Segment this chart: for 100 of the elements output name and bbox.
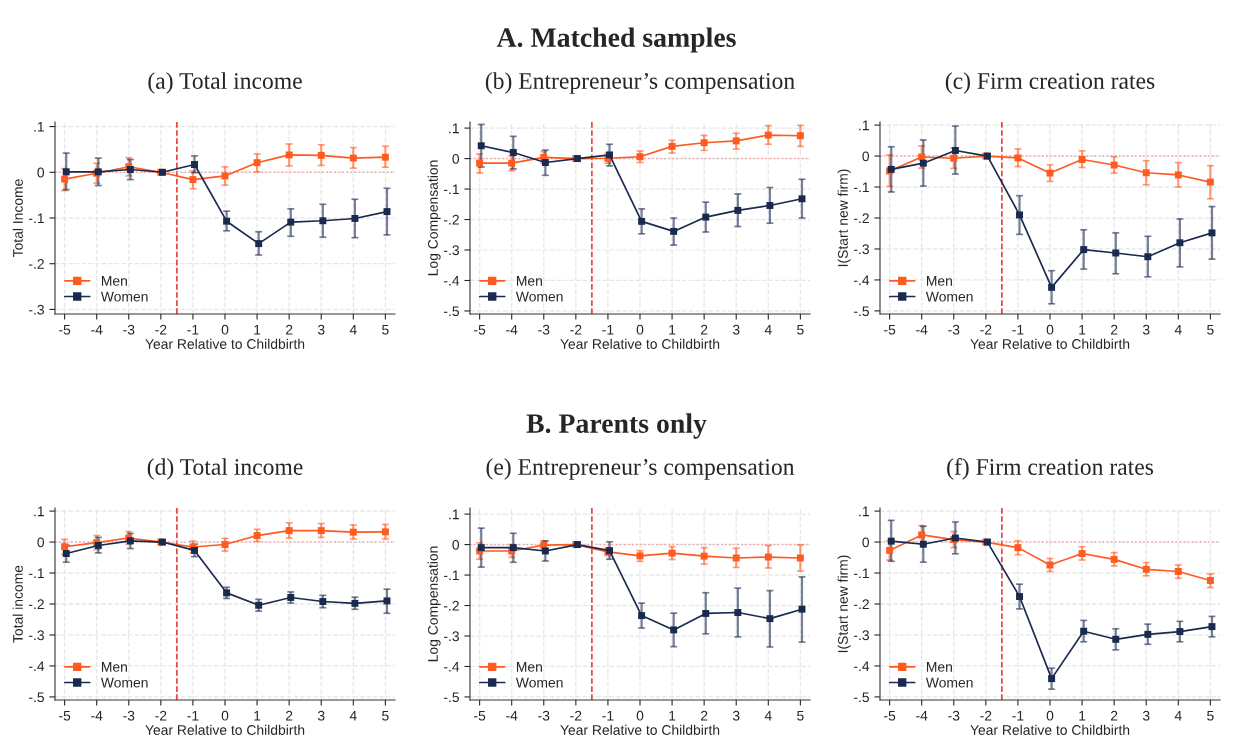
x-tick-label: 2 <box>1110 710 1118 721</box>
x-tick-label: -2 <box>155 324 167 335</box>
x-tick-label: 0 <box>636 324 644 335</box>
legend-label: Men <box>516 276 542 286</box>
y-tick-label: .1 <box>859 506 869 517</box>
legend-label: Women <box>100 677 148 688</box>
x-tick-label: -4 <box>506 710 518 721</box>
x-tick-label: -4 <box>91 324 103 335</box>
point <box>670 626 678 634</box>
x-tick-label: -5 <box>59 324 71 335</box>
y-tick-label: -.2 <box>853 599 869 610</box>
x-tick-label: 1 <box>669 710 676 721</box>
point <box>886 546 894 554</box>
x-tick-label: 0 <box>636 710 644 721</box>
chart-title: (b) Entrepreneur’s compensation <box>485 72 795 94</box>
legend-label: Women <box>925 291 973 302</box>
x-tick-label: 1 <box>254 324 261 335</box>
point <box>1048 283 1056 291</box>
x-tick-label: -5 <box>59 710 71 721</box>
point <box>1048 675 1056 683</box>
point <box>918 531 926 539</box>
y-tick-label: 0 <box>452 539 460 550</box>
point <box>1110 161 1118 169</box>
y-tick-label: .1 <box>449 123 459 134</box>
point <box>189 176 197 184</box>
x-tick-label: -1 <box>602 710 614 721</box>
point <box>732 137 740 145</box>
x-axis-title: Year Relative to Childbirth <box>145 724 305 735</box>
chart-title: (d) Total income <box>147 458 303 480</box>
x-tick-label: 0 <box>221 710 229 721</box>
point <box>1144 253 1152 261</box>
point <box>764 553 772 561</box>
x-tick-label: -1 <box>1012 710 1024 721</box>
point <box>1176 239 1184 247</box>
x-tick-label: -3 <box>538 710 550 721</box>
point <box>317 527 325 535</box>
y-axis-title: I(Start new firm) <box>837 555 851 653</box>
x-tick-label: -4 <box>916 324 928 335</box>
x-tick-label: 0 <box>1046 324 1054 335</box>
x-tick-label: 2 <box>1110 324 1118 335</box>
y-tick-label: -.3 <box>443 245 459 256</box>
point <box>477 142 485 150</box>
y-axis-title: Log Compensation <box>427 160 441 276</box>
x-tick-label: 5 <box>1207 324 1214 335</box>
x-tick-label: 4 <box>349 324 357 335</box>
y-tick-label: -.4 <box>443 661 460 672</box>
point <box>223 217 231 225</box>
y-axis-title: Total income <box>12 565 23 643</box>
y-tick-label: -.1 <box>853 182 869 193</box>
x-tick-label: -2 <box>570 710 582 721</box>
x-tick-label: 1 <box>669 324 676 335</box>
y-tick-label: -.3 <box>443 631 459 642</box>
x-tick-label: 5 <box>1207 710 1214 721</box>
y-tick-label: .1 <box>34 506 44 517</box>
x-tick-label: -3 <box>123 324 135 335</box>
point <box>253 159 261 167</box>
y-axis-title: Log Compensation <box>427 546 441 662</box>
x-tick-label: -2 <box>155 710 167 721</box>
point <box>381 153 389 161</box>
y-tick-label: -.1 <box>443 570 459 581</box>
point <box>1080 627 1088 635</box>
x-tick-label: -5 <box>474 324 486 335</box>
point <box>764 131 772 139</box>
x-tick-label: -5 <box>884 324 896 335</box>
y-tick-label: -.2 <box>28 599 44 610</box>
x-tick-label: 2 <box>700 324 708 335</box>
point <box>796 132 804 140</box>
x-tick-label: 3 <box>1142 710 1150 721</box>
y-tick-label: -.3 <box>28 630 44 641</box>
x-tick-label: 3 <box>732 324 740 335</box>
legend-label: Women <box>515 291 563 302</box>
point <box>1014 154 1022 162</box>
point <box>1144 630 1152 638</box>
chart-title: (c) Firm creation rates <box>945 72 1155 94</box>
point <box>319 217 327 225</box>
x-tick-label: -4 <box>916 710 928 721</box>
x-tick-label: 3 <box>1142 324 1150 335</box>
point <box>61 175 69 183</box>
x-tick-label: -5 <box>474 710 486 721</box>
y-tick-label: -.4 <box>853 661 870 671</box>
y-tick-label: .1 <box>34 122 44 132</box>
y-tick-label: 0 <box>862 537 870 548</box>
y-tick-label: -.5 <box>853 306 869 317</box>
x-tick-label: 1 <box>254 710 261 721</box>
x-axis-title: Year Relative to Childbirth <box>970 724 1130 735</box>
point <box>702 213 710 221</box>
x-tick-label: -1 <box>187 324 199 335</box>
point <box>1014 544 1022 552</box>
point <box>950 154 958 162</box>
x-tick-label: -1 <box>602 324 614 335</box>
chart-title: (e) Entrepreneur’s compensation <box>486 458 795 480</box>
x-tick-label: -4 <box>506 324 518 335</box>
y-tick-label: -.3 <box>853 244 869 255</box>
point <box>1174 568 1182 575</box>
x-tick-label: 5 <box>382 710 389 721</box>
point <box>668 142 676 150</box>
legend-label: Men <box>516 662 542 672</box>
legend-label: Men <box>101 662 127 672</box>
x-tick-label: -2 <box>980 710 992 721</box>
point <box>1016 593 1023 601</box>
